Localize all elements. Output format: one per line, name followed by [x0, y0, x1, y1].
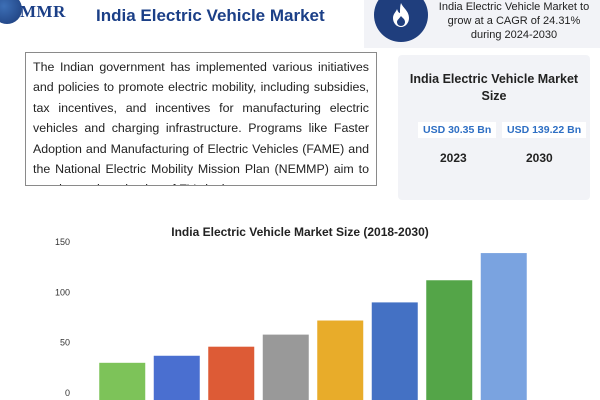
cagr-banner: India Electric Vehicle Market to grow at… — [364, 0, 600, 48]
bar — [208, 346, 255, 400]
y-tick-label: 0 — [65, 388, 70, 398]
brand-logo[interactable]: MMR — [0, 0, 100, 34]
bar — [262, 334, 309, 400]
bar — [480, 253, 527, 400]
flame-icon-graphic — [393, 3, 409, 27]
page-title: India Electric Vehicle Market — [96, 6, 325, 25]
logo-text: MMR — [20, 2, 66, 21]
market-size-value-2030: USD 139.22 Bn — [502, 122, 587, 138]
market-size-card: India Electric Vehicle Market Size USD 3… — [398, 55, 590, 200]
chart-title: India Electric Vehicle Market Size (2018… — [171, 225, 428, 239]
market-size-year-2023: 2023 — [440, 151, 467, 165]
intro-paragraph: The Indian government has implemented va… — [33, 60, 369, 185]
cagr-text: India Electric Vehicle Market to grow at… — [438, 1, 590, 41]
bars — [99, 253, 527, 400]
y-tick-label: 50 — [60, 338, 70, 348]
y-tick-label: 150 — [55, 237, 70, 247]
bar — [317, 320, 364, 400]
y-axis: 0 50 100 150 — [55, 237, 70, 398]
market-size-bar-chart: India Electric Vehicle Market Size (2018… — [55, 225, 527, 400]
y-tick-label: 100 — [55, 287, 70, 297]
bar — [371, 302, 418, 400]
market-size-year-2030: 2030 — [526, 151, 553, 165]
market-size-title: India Electric Vehicle Market Size — [409, 72, 579, 103]
bar — [153, 355, 200, 400]
bar — [426, 280, 473, 400]
flame-icon — [374, 0, 428, 42]
intro-text-box: The Indian government has implemented va… — [25, 52, 377, 186]
bar — [99, 362, 146, 400]
market-size-value-2023: USD 30.35 Bn — [418, 122, 497, 138]
globe-icon — [0, 0, 22, 24]
